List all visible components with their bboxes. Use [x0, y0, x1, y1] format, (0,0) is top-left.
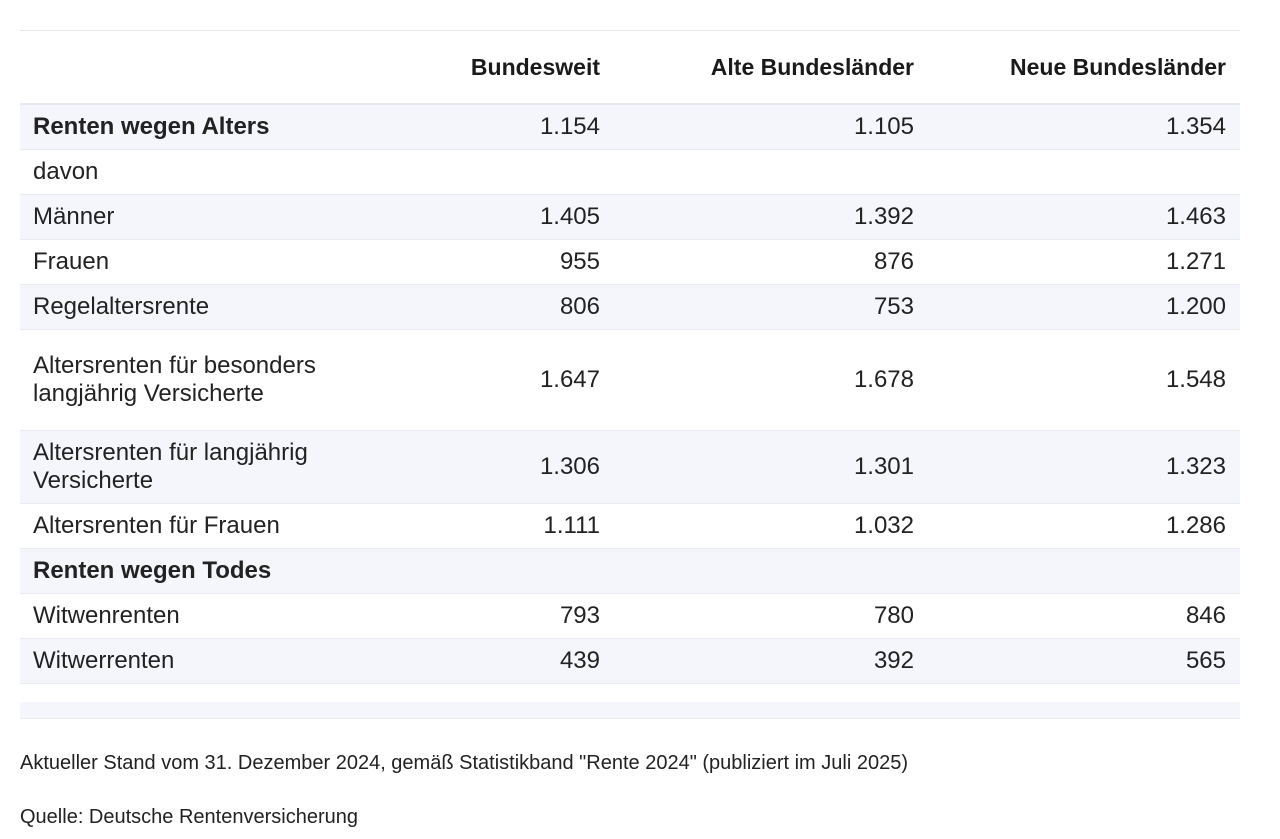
row-label: Regelaltersrente — [20, 284, 400, 330]
row-label: Witwerrenten — [20, 638, 400, 684]
row-label: Altersrenten für besonders langjährig Ve… — [20, 329, 400, 431]
cell-bundesweit: 1.405 — [400, 194, 614, 240]
pension-table-container: Bundesweit Alte Bundesländer Neue Bundes… — [20, 30, 1240, 719]
cell-bundesweit: 1.647 — [400, 329, 614, 431]
cell-bundesweit: 439 — [400, 638, 614, 684]
cell-alte — [614, 149, 928, 195]
cell-neue: 846 — [928, 593, 1240, 639]
row-label: Männer — [20, 194, 400, 240]
row-label: Frauen — [20, 239, 400, 285]
cell-neue: 1.323 — [928, 430, 1240, 504]
row-label: Altersrenten für langjährig Versicherte — [20, 430, 400, 504]
row-label: Renten wegen Todes — [20, 548, 400, 594]
cell-neue — [928, 149, 1240, 195]
cell-alte: 876 — [614, 239, 928, 285]
source-note: Quelle: Deutsche Rentenversicherung — [20, 806, 358, 828]
cell-bundesweit: 793 — [400, 593, 614, 639]
cell-alte: 1.105 — [614, 104, 928, 150]
pension-table: Bundesweit Alte Bundesländer Neue Bundes… — [20, 31, 1240, 684]
header-neue-bundeslaender: Neue Bundesländer — [928, 31, 1240, 105]
cell-bundesweit: 1.154 — [400, 104, 614, 150]
cell-alte: 1.678 — [614, 329, 928, 431]
cell-neue: 1.548 — [928, 329, 1240, 431]
cell-alte: 1.392 — [614, 194, 928, 240]
cell-bundesweit: 806 — [400, 284, 614, 330]
cell-neue: 1.271 — [928, 239, 1240, 285]
cell-neue — [928, 548, 1240, 594]
table-footer-band — [20, 702, 1240, 719]
cell-bundesweit: 1.111 — [400, 503, 614, 549]
table-row-witwenrenten: Witwenrenten 793 780 846 — [20, 593, 1240, 639]
table-row-besonders-langjaehrig: Altersrenten für besonders langjährig Ve… — [20, 329, 1240, 431]
cell-neue: 1.463 — [928, 194, 1240, 240]
cell-neue: 1.354 — [928, 104, 1240, 150]
table-header-row: Bundesweit Alte Bundesländer Neue Bundes… — [20, 31, 1240, 105]
cell-neue: 565 — [928, 638, 1240, 684]
row-label: Renten wegen Alters — [20, 104, 400, 150]
table-row-renten-wegen-todes: Renten wegen Todes — [20, 548, 1240, 594]
cell-alte: 1.032 — [614, 503, 928, 549]
cell-bundesweit — [400, 149, 614, 195]
row-label: Witwenrenten — [20, 593, 400, 639]
header-label — [20, 31, 400, 105]
table-row-davon: davon — [20, 149, 1240, 195]
table-row-renten-wegen-alters: Renten wegen Alters 1.154 1.105 1.354 — [20, 104, 1240, 150]
header-alte-bundeslaender: Alte Bundesländer — [614, 31, 928, 105]
table-row-frauen: Frauen 955 876 1.271 — [20, 239, 1240, 285]
top-divider — [20, 30, 1240, 31]
cell-bundesweit: 955 — [400, 239, 614, 285]
cell-alte: 1.301 — [614, 430, 928, 504]
row-label: davon — [20, 149, 400, 195]
table-row-witwerrenten: Witwerrenten 439 392 565 — [20, 638, 1240, 684]
cell-alte: 753 — [614, 284, 928, 330]
cell-alte — [614, 548, 928, 594]
table-row-langjaehrig: Altersrenten für langjährig Versicherte … — [20, 430, 1240, 504]
table-row-altersrenten-frauen: Altersrenten für Frauen 1.111 1.032 1.28… — [20, 503, 1240, 549]
table-row-maenner: Männer 1.405 1.392 1.463 — [20, 194, 1240, 240]
cell-neue: 1.200 — [928, 284, 1240, 330]
table-row-regelaltersrente: Regelaltersrente 806 753 1.200 — [20, 284, 1240, 330]
cell-alte: 392 — [614, 638, 928, 684]
header-bundesweit: Bundesweit — [400, 31, 614, 105]
status-note: Aktueller Stand vom 31. Dezember 2024, g… — [20, 752, 908, 774]
cell-bundesweit — [400, 548, 614, 594]
cell-bundesweit: 1.306 — [400, 430, 614, 504]
cell-neue: 1.286 — [928, 503, 1240, 549]
row-label: Altersrenten für Frauen — [20, 503, 400, 549]
cell-alte: 780 — [614, 593, 928, 639]
